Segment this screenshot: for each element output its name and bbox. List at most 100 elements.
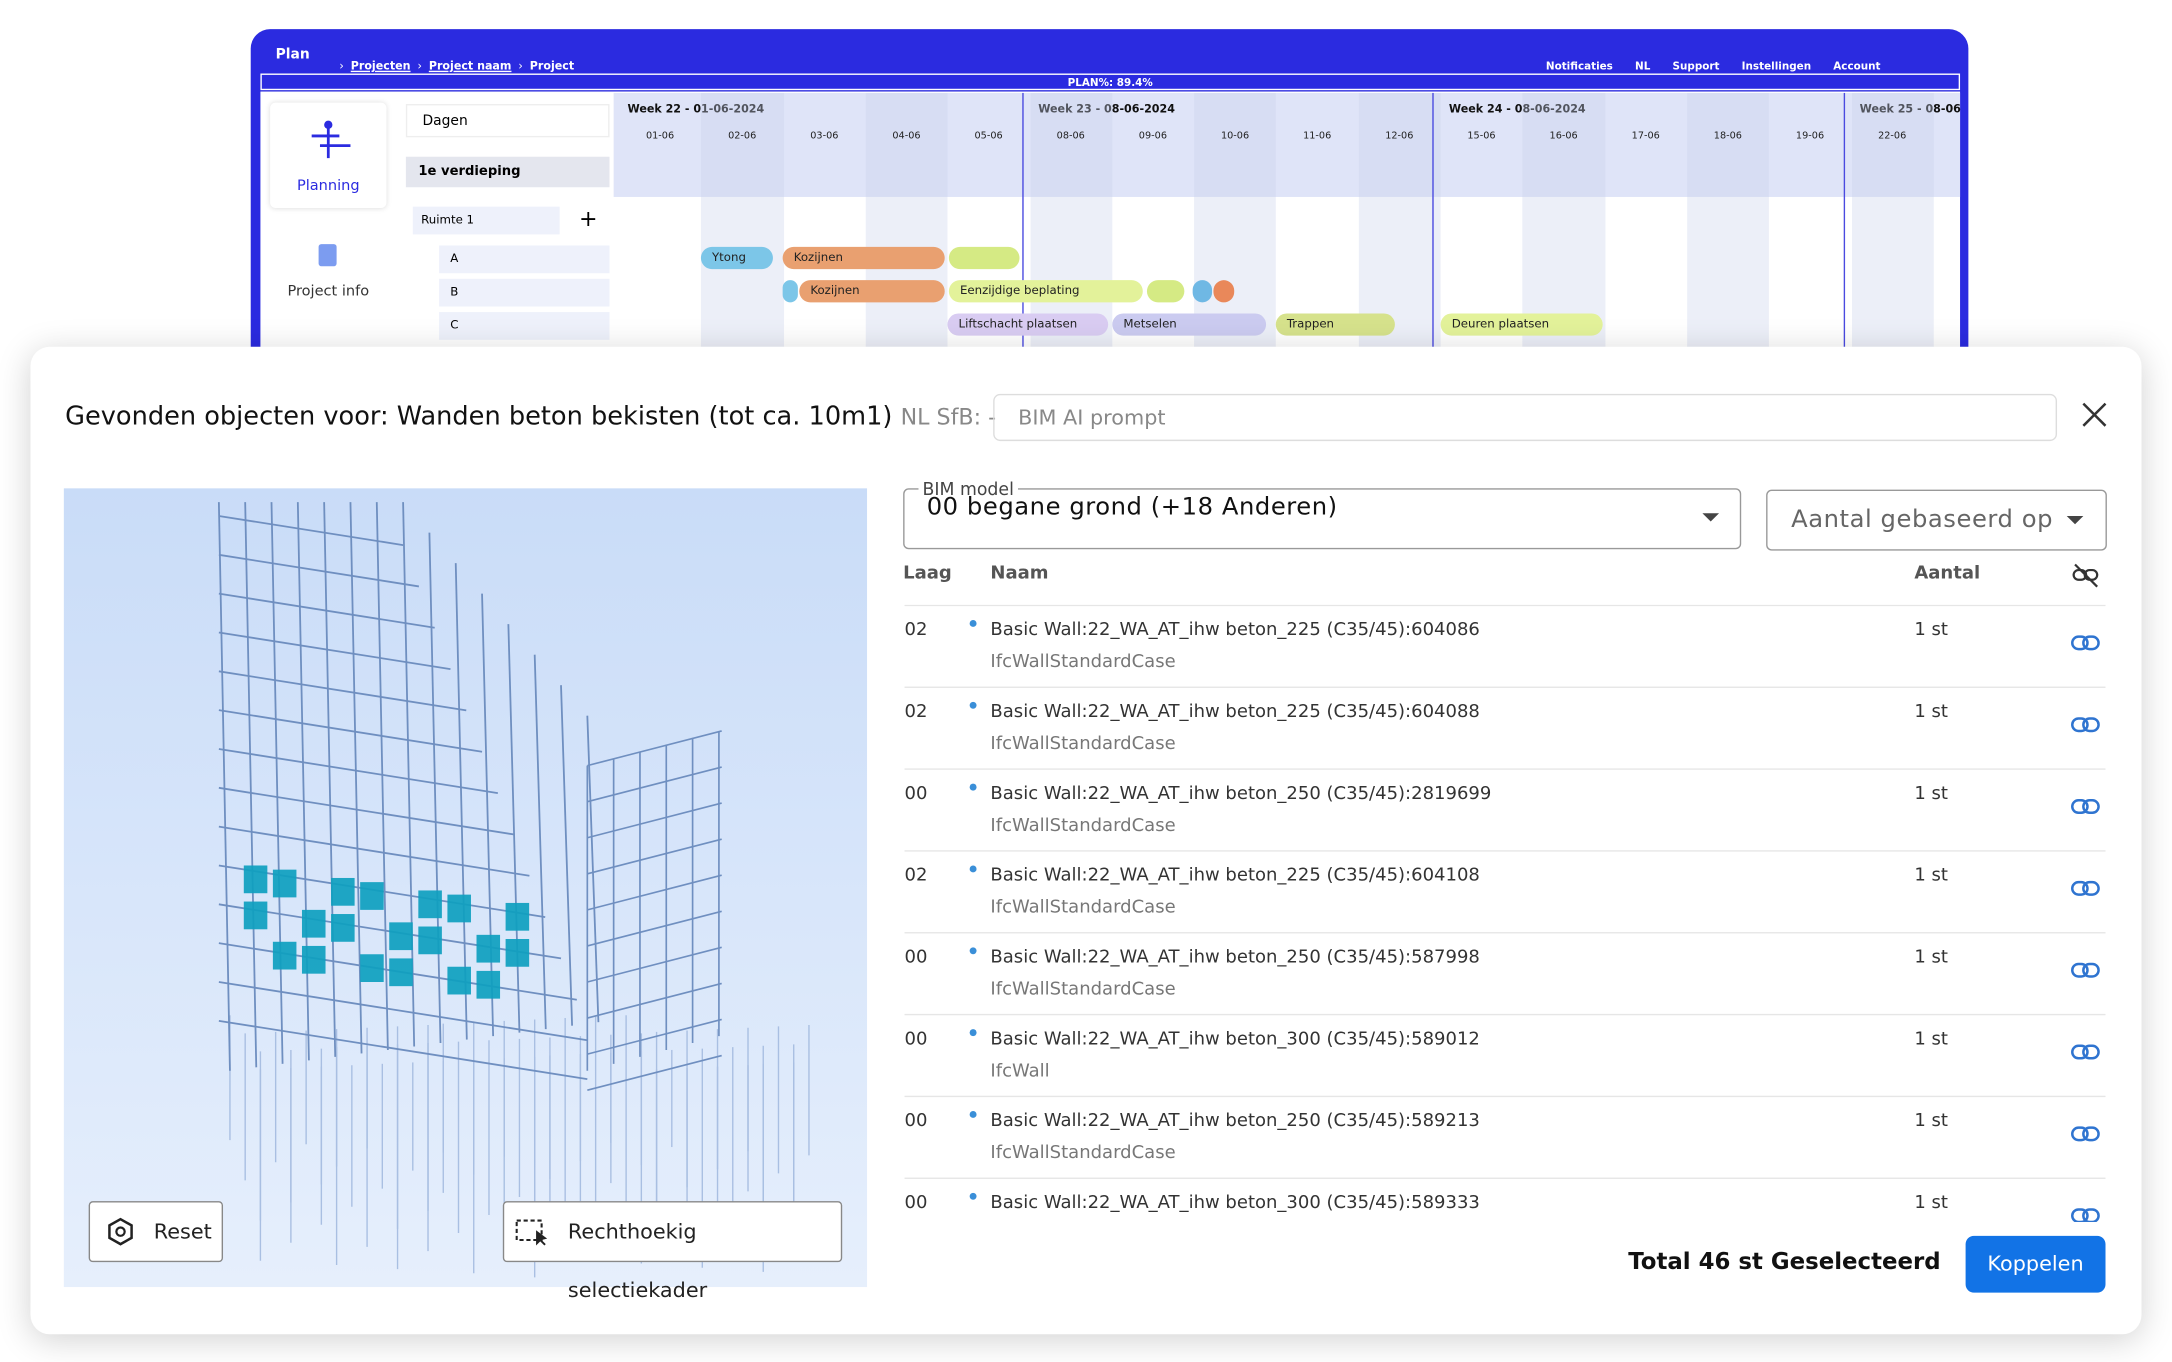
dropdown-arrow (2066, 515, 2084, 525)
object-name: Basic Wall:22_WA_AT_ihw beton_225 (C35/4… (990, 701, 1480, 723)
structure-line (587, 730, 722, 767)
unlink-all[interactable] (2071, 563, 2101, 588)
object-name: Basic Wall:22_WA_AT_ihw beton_250 (C35/4… (990, 947, 1480, 969)
task-bar (1213, 280, 1235, 303)
bim-model-select[interactable]: BIM model 00 begane grond (+18 Anderen) (903, 478, 1742, 550)
link-icon[interactable] (2071, 1125, 2101, 1144)
selected-wall (243, 865, 268, 894)
nav-item[interactable]: NL (1635, 59, 1651, 73)
object-type: IfcWallStandardCase (990, 1142, 1176, 1164)
day-label: 01-06 (645, 130, 675, 142)
gantt-header (613, 92, 1961, 197)
day-shade (701, 92, 784, 357)
rect-select-button[interactable]: Rechthoekig selectiekader (502, 1201, 843, 1302)
room[interactable]: Ruimte 1 (412, 206, 560, 235)
link-part (2071, 880, 2089, 896)
selected-wall (476, 934, 501, 963)
link-part (2071, 1044, 2089, 1060)
link-icon[interactable] (2071, 716, 2101, 735)
bim-model-value: 00 begane grond (+18 Anderen) (926, 493, 1338, 522)
project-info-tab[interactable]: Project info (287, 282, 370, 300)
day-label: 11-06 (1303, 130, 1332, 142)
structure-line (587, 766, 722, 803)
selected-wall (301, 945, 326, 974)
structure-line (244, 502, 258, 1068)
view-select[interactable]: Dagen (405, 104, 610, 138)
structure-line (587, 910, 722, 947)
bim-viewer[interactable] (63, 488, 868, 1288)
selected-wall (272, 941, 297, 970)
task-bar (1192, 280, 1213, 303)
object-name: Basic Wall:22_WA_AT_ihw beton_225 (C35/4… (990, 619, 1480, 641)
table-row[interactable]: 02 Basic Wall:22_WA_AT_ihw beton_225 (C35… (904, 850, 2106, 933)
table-row[interactable]: 00 Basic Wall:22_WA_AT_ihw beton_300 (C35… (904, 1177, 2106, 1222)
structure-line (218, 981, 588, 1042)
add-button[interactable]: + (579, 205, 598, 232)
reset-button[interactable]: Reset (88, 1201, 224, 1263)
table-row[interactable]: 02 Basic Wall:22_WA_AT_ihw beton_225 (C35… (904, 604, 2106, 688)
structure-line (587, 1018, 722, 1055)
layer: 00 (904, 1110, 928, 1132)
day-shade (1358, 92, 1441, 357)
day-label: 22-06 (1878, 130, 1907, 142)
bullet (969, 1192, 977, 1200)
object-type: IfcWallStandardCase (990, 897, 1176, 919)
link-icon[interactable] (2071, 1207, 2101, 1222)
object-type: IfcWallStandardCase (990, 651, 1176, 673)
object-type: IfcWallStandardCase (990, 733, 1176, 755)
structure-line (586, 715, 600, 1023)
day-shade (1851, 92, 1934, 357)
title-prefix: Gevonden objecten voor: (65, 402, 389, 432)
planning-tab[interactable]: Planning (270, 102, 387, 209)
day-shade (1522, 92, 1605, 357)
link-part (2082, 962, 2100, 978)
link-part (2071, 1208, 2089, 1222)
link-icon[interactable] (2071, 961, 2101, 980)
bullet (969, 1110, 977, 1118)
koppelen-button[interactable]: Koppelen (1965, 1235, 2106, 1293)
bullet (969, 619, 977, 627)
week-label: Week 23 - 08-06-2024 (1038, 102, 1175, 116)
task-bar (782, 280, 798, 303)
structure-line (587, 802, 722, 839)
row-label: C (439, 312, 610, 340)
bim-model-label: BIM model (922, 478, 1014, 500)
nav-item[interactable]: Account (1833, 59, 1881, 73)
link-icon[interactable] (2071, 634, 2101, 653)
selected-wall (360, 882, 384, 910)
link-icon[interactable] (2071, 798, 2101, 817)
structure-line (218, 592, 435, 629)
aantal-select[interactable]: Aantal gebaseerd op (1766, 489, 2107, 551)
total: Total 46 st Geselecteerd (1628, 1248, 1941, 1275)
link-icon[interactable] (2071, 1043, 2101, 1062)
selected-wall (360, 954, 384, 982)
table-row[interactable]: 00 Basic Wall:22_WA_AT_ihw beton_250 (C35… (904, 932, 2106, 1015)
close-button[interactable] (2081, 401, 2109, 429)
sep: › (339, 59, 344, 73)
breadcrumbs: › Projecten › Project naam › Project (332, 49, 574, 75)
floor-group[interactable]: 1e verdieping (405, 156, 610, 188)
structure-line (349, 502, 363, 1054)
prompt-input[interactable]: BIM AI prompt (993, 393, 2058, 442)
table-row[interactable]: 00 Basic Wall:22_WA_AT_ihw beton_300 (C35… (904, 1013, 2106, 1097)
table-row[interactable]: 00 Basic Wall:22_WA_AT_ihw beton_250 (C35… (904, 1095, 2106, 1179)
sep: › (518, 59, 523, 73)
structure-line (323, 502, 337, 1057)
dropdown-arrow (1702, 513, 1720, 522)
link-part (2082, 717, 2100, 733)
nav-item[interactable]: Instellingen (1741, 59, 1812, 73)
object-name: Basic Wall:22_WA_AT_ihw beton_250 (C35/4… (990, 1110, 1480, 1132)
breadcrumb[interactable]: Project naam (428, 59, 512, 73)
day-label: 19-06 (1795, 130, 1825, 142)
selected-wall (272, 869, 297, 898)
layer: 02 (904, 619, 928, 641)
table-row[interactable]: 02 Basic Wall:22_WA_AT_ihw beton_225 (C35… (904, 686, 2106, 770)
breadcrumb[interactable]: Projecten (350, 59, 411, 73)
object-type: IfcWall (990, 1061, 1050, 1082)
table-row[interactable]: 00 Basic Wall:22_WA_AT_ihw beton_250 (C35… (904, 768, 2106, 851)
selected-wall (476, 970, 501, 999)
nav-item[interactable]: Notificaties (1545, 59, 1613, 73)
day-shade (865, 92, 948, 357)
link-icon[interactable] (2071, 879, 2101, 898)
nav-item[interactable]: Support (1672, 59, 1720, 73)
